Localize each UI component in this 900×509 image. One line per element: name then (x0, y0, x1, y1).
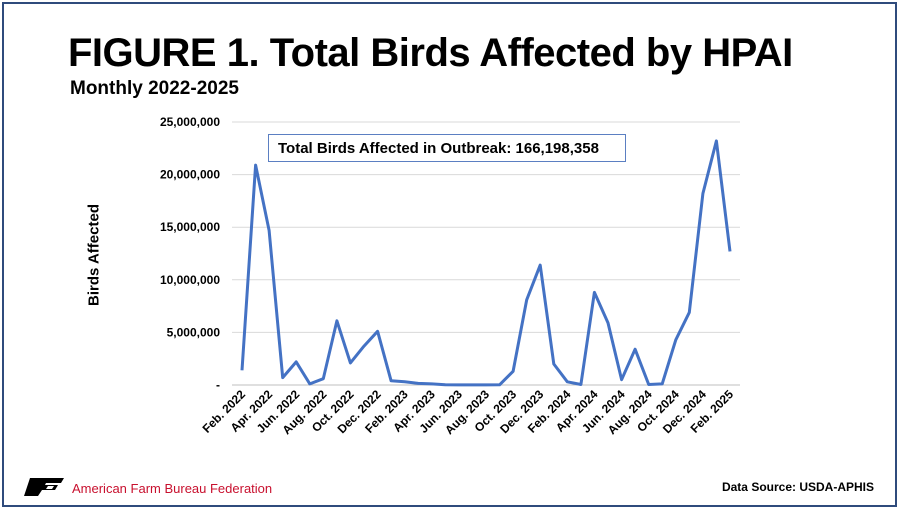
y-axis-ticks: - 5,000,000 10,000,000 15,000,000 20,000,000… (160, 115, 220, 392)
organization-name: American Farm Bureau Federation (72, 481, 273, 496)
y-tick-label: 15,000,000 (160, 220, 220, 234)
y-tick-label: 20,000,000 (160, 168, 220, 182)
data-source: Data Source: USDA-APHIS (721, 480, 874, 494)
afbf-logo-icon (24, 478, 64, 496)
y-tick-label: 5,000,000 (167, 325, 221, 339)
chart-subtitle: Monthly 2022-2025 (70, 78, 239, 99)
y-tick-label: 10,000,000 (160, 273, 220, 287)
total-annotation-box: Total Birds Affected in Outbreak: 166,19… (268, 134, 626, 162)
y-tick-label: - (216, 378, 220, 392)
chart-title: FIGURE 1. Total Birds Affected by HPAI (68, 31, 793, 75)
series-line (240, 139, 732, 387)
series-group (240, 139, 732, 387)
y-tick-label: 25,000,000 (160, 115, 220, 129)
